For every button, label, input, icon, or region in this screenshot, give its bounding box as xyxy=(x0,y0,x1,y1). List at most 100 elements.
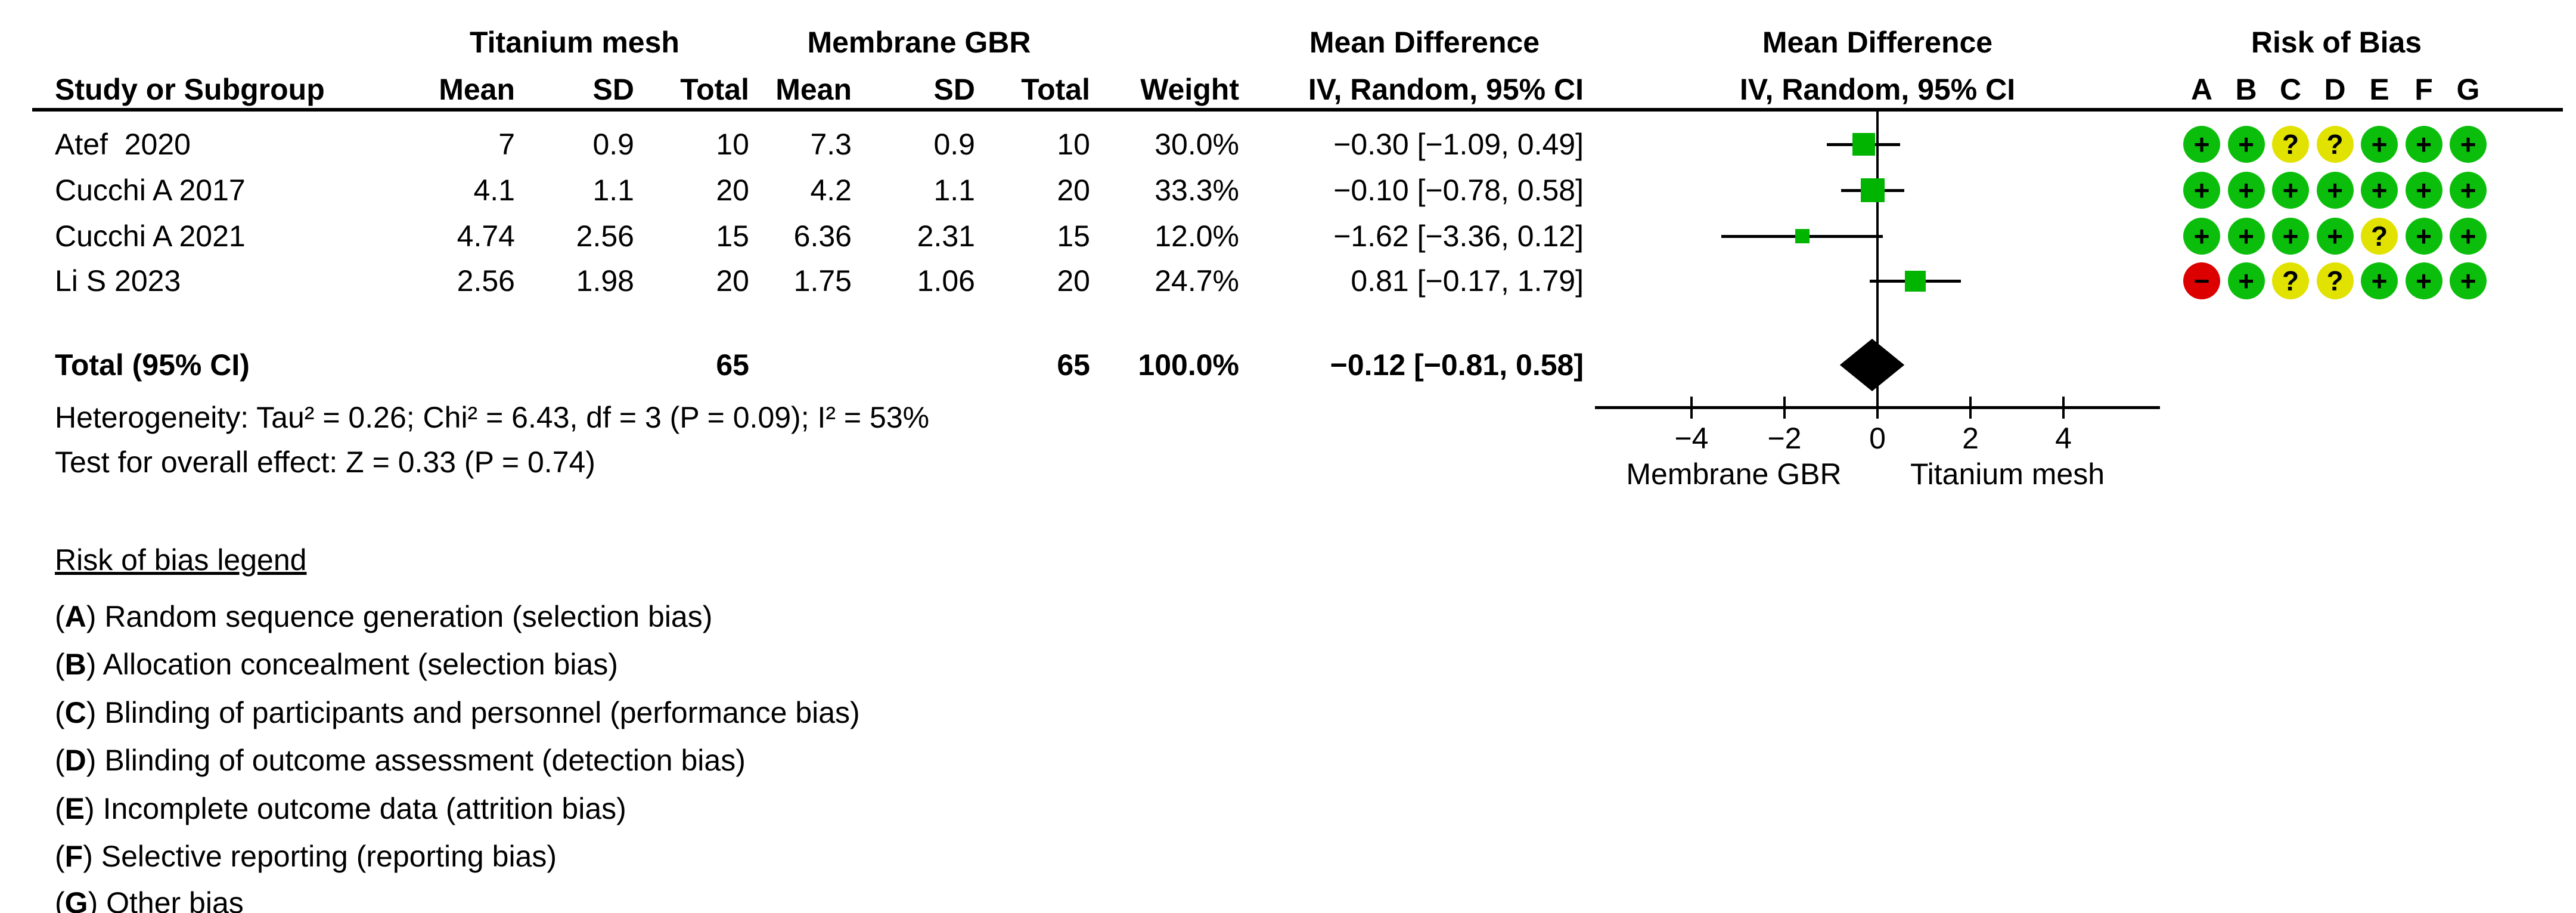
rob-circle: ? xyxy=(2361,218,2398,255)
mean2-value: 6.36 xyxy=(793,219,852,253)
rob-legend-text: Random sequence generation (selection bi… xyxy=(104,600,713,633)
effect-square xyxy=(1852,133,1875,156)
rob-legend-text: Selective reporting (reporting bias) xyxy=(101,840,557,873)
rob-col-letter: A xyxy=(2190,73,2213,106)
mean1-value: 2.56 xyxy=(457,264,515,298)
rob-circle: ? xyxy=(2272,262,2309,299)
mean1-value: 7 xyxy=(498,128,515,161)
rob-circle: + xyxy=(2450,126,2487,163)
axis-tick xyxy=(1969,397,1972,419)
total2-value: 20 xyxy=(1057,264,1090,298)
total1-sum: 65 xyxy=(716,348,749,382)
rob-legend-item: (G) Other bias xyxy=(55,884,244,913)
col-header-mean-2: Mean xyxy=(775,73,852,106)
rob-circle: + xyxy=(2361,172,2398,209)
ci-text: −0.30 [−1.09, 0.49] xyxy=(1333,128,1584,161)
rob-circle: + xyxy=(2450,262,2487,299)
md-plot-column-header-line2: IV, Random, 95% CI xyxy=(1739,73,2016,106)
rob-legend-letter: G xyxy=(64,886,88,913)
total-ci-text: −0.12 [−0.81, 0.58] xyxy=(1330,348,1584,382)
col-header-weight: Weight xyxy=(1140,73,1239,106)
header-rule xyxy=(32,108,2563,112)
rob-legend-letter: D xyxy=(64,744,86,777)
sd2-value: 1.06 xyxy=(917,264,975,298)
rob-circle: + xyxy=(2405,218,2442,255)
sd1-value: 1.1 xyxy=(592,174,634,207)
rob-circle: ? xyxy=(2272,126,2309,163)
axis-tick xyxy=(1690,397,1693,419)
pooled-diamond xyxy=(1839,339,1905,391)
total-row-label: Total (95% CI) xyxy=(55,348,250,382)
sd2-value: 0.9 xyxy=(933,128,975,161)
rob-col-letter: C xyxy=(2279,73,2302,106)
rob-circle: + xyxy=(2227,218,2265,255)
rob-circle: + xyxy=(2405,126,2442,163)
weight-value: 12.0% xyxy=(1154,219,1239,253)
rob-legend-item: (A) Random sequence generation (selectio… xyxy=(55,600,713,633)
effect-square xyxy=(1861,178,1885,202)
sd1-value: 2.56 xyxy=(576,219,634,253)
axis-tick-label: 2 xyxy=(1962,422,1979,455)
col-header-sd-2: SD xyxy=(933,73,975,106)
rob-legend-item: (C) Blinding of participants and personn… xyxy=(55,696,860,729)
axis-label-right: Titanium mesh xyxy=(1910,457,2105,491)
rob-circle: + xyxy=(2361,262,2398,299)
mean2-value: 4.2 xyxy=(810,174,852,207)
rob-legend-item: (F) Selective reporting (reporting bias) xyxy=(55,840,557,873)
rob-col-letter: G xyxy=(2456,73,2480,106)
study-label: Li S 2023 xyxy=(55,264,181,298)
total2-value: 10 xyxy=(1057,128,1090,161)
axis-label-left: Membrane GBR xyxy=(1626,457,1842,491)
rob-legend-text: Other bias xyxy=(106,886,244,913)
rob-circle: ? xyxy=(2316,262,2354,299)
zero-line xyxy=(1876,112,1879,407)
ci-text: 0.81 [−0.17, 1.79] xyxy=(1351,264,1584,298)
md-plot-column-header-line1: Mean Difference xyxy=(1762,26,1993,59)
total2-value: 15 xyxy=(1057,219,1090,253)
mean1-value: 4.1 xyxy=(473,174,515,207)
rob-circle: + xyxy=(2405,262,2442,299)
ci-text: −1.62 [−3.36, 0.12] xyxy=(1333,219,1584,253)
effect-square xyxy=(1904,270,1926,292)
md-text-column-header-line1: Mean Difference xyxy=(1309,26,1540,59)
rob-legend-letter: F xyxy=(64,840,83,873)
rob-col-letter: F xyxy=(2414,73,2433,106)
total2-sum: 65 xyxy=(1057,348,1090,382)
rob-legend-text: Allocation concealment (selection bias) xyxy=(103,648,618,681)
mean2-value: 1.75 xyxy=(793,264,852,298)
rob-circle: + xyxy=(2272,218,2309,255)
rob-circle: + xyxy=(2183,172,2220,209)
col-header-sd-1: SD xyxy=(592,73,634,106)
weight-value: 33.3% xyxy=(1154,174,1239,207)
rob-circle: + xyxy=(2227,126,2265,163)
axis-tick xyxy=(1783,397,1786,419)
ci-text: −0.10 [−0.78, 0.58] xyxy=(1333,174,1584,207)
total1-value: 20 xyxy=(716,174,749,207)
rob-circle: + xyxy=(2272,172,2309,209)
study-label: Atef 2020 xyxy=(55,128,191,161)
mean2-value: 7.3 xyxy=(810,128,852,161)
sd1-value: 1.98 xyxy=(576,264,634,298)
axis-tick xyxy=(2062,397,2065,419)
effect-square xyxy=(1795,229,1810,243)
axis-tick-label: −4 xyxy=(1674,422,1709,455)
study-label: Cucchi A 2021 xyxy=(55,219,246,253)
col-header-total-1: Total xyxy=(680,73,749,106)
col-header-mean-1: Mean xyxy=(439,73,515,106)
rob-circle: − xyxy=(2183,262,2220,299)
sd1-value: 0.9 xyxy=(592,128,634,161)
group-header-membrane-gbr: Membrane GBR xyxy=(807,26,1031,59)
axis-tick xyxy=(1876,397,1879,419)
rob-circle: + xyxy=(2227,172,2265,209)
rob-legend-item: (E) Incomplete outcome data (attrition b… xyxy=(55,792,626,825)
rob-col-letter: E xyxy=(2369,73,2389,106)
weight-value: 24.7% xyxy=(1154,264,1239,298)
rob-legend-letter: B xyxy=(64,648,86,681)
rob-legend-letter: E xyxy=(64,792,85,825)
sd2-value: 1.1 xyxy=(933,174,975,207)
col-header-total-2: Total xyxy=(1021,73,1090,106)
rob-circle: + xyxy=(2316,172,2354,209)
study-label: Cucchi A 2017 xyxy=(55,174,246,207)
rob-circle: + xyxy=(2227,262,2265,299)
